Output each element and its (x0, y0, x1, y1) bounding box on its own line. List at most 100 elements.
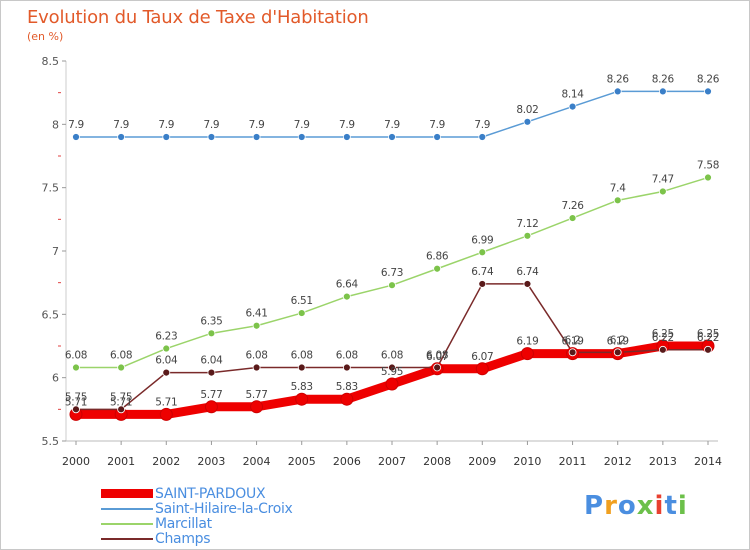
data-point-champs (72, 405, 80, 414)
data-label-champs: 6.22 (652, 332, 674, 344)
data-label-marcillat: 7.26 (561, 200, 584, 212)
data-point-marcillat (72, 363, 80, 372)
data-point-champs (162, 368, 171, 377)
data-point-saint-hilaire (252, 133, 261, 141)
data-label-champs: 6.08 (426, 350, 448, 362)
data-point-marcillat (117, 363, 126, 372)
data-label-saint-pardoux: 6.19 (516, 336, 538, 348)
data-point-marcillat (342, 292, 351, 301)
x-tick-label: 2002 (152, 455, 180, 468)
data-label-champs: 6.04 (200, 355, 223, 367)
data-label-saint-pardoux: 5.71 (65, 396, 87, 408)
data-label-marcillat: 7.47 (652, 173, 674, 185)
data-point-champs (658, 345, 667, 354)
data-label-champs: 6.2 (565, 334, 581, 346)
legend-label-saint-hilaire: Saint-Hilaire-la-Croix (155, 501, 293, 517)
data-point-marcillat (388, 281, 396, 290)
data-label-saint-hilaire: 7.9 (113, 119, 129, 131)
data-point-champs (704, 345, 712, 354)
x-tick-label: 2001 (107, 455, 135, 468)
data-point-saint-hilaire (342, 133, 351, 141)
data-label-saint-hilaire: 8.26 (652, 73, 675, 85)
data-label-champs: 6.22 (697, 332, 719, 344)
y-tick-label: 7.5 (42, 182, 60, 195)
legend-swatch-marcillat (101, 523, 153, 525)
data-label-champs: 6.08 (336, 350, 358, 362)
data-label-saint-pardoux: 6.07 (471, 351, 493, 363)
logo-letter: P (584, 491, 605, 521)
data-label-marcillat: 6.86 (426, 251, 449, 263)
data-label-champs: 6.2 (610, 334, 626, 346)
data-point-marcillat (433, 264, 442, 273)
data-label-saint-pardoux: 6.07 (426, 351, 448, 363)
x-tick-label: 2013 (649, 455, 677, 468)
legend-swatch-saint-hilaire (101, 508, 153, 510)
data-point-saint-pardoux (295, 392, 309, 406)
logo-letter: o (617, 491, 637, 521)
data-label-champs: 6.74 (516, 266, 539, 278)
data-label-saint-hilaire: 7.9 (294, 119, 310, 131)
data-label-saint-pardoux: 5.83 (291, 381, 313, 393)
data-point-champs (433, 363, 442, 372)
legend-swatch-saint-pardoux (101, 489, 153, 498)
data-label-champs: 6.08 (291, 350, 313, 362)
data-point-saint-hilaire (162, 133, 171, 141)
y-tick-label: 8.5 (42, 55, 60, 68)
data-point-saint-hilaire (207, 133, 216, 141)
data-point-marcillat (568, 214, 577, 222)
data-label-saint-pardoux: 6.19 (561, 336, 583, 348)
chart-title: Evolution du Taux de Taxe d'Habitation (27, 7, 369, 28)
data-label-champs: 5.75 (110, 391, 132, 403)
data-label-marcillat: 6.73 (381, 267, 403, 279)
data-label-saint-hilaire: 7.9 (474, 119, 490, 131)
y-tick-label: 8 (52, 118, 59, 131)
data-label-saint-hilaire: 8.14 (561, 89, 584, 101)
x-tick-label: 2011 (559, 455, 587, 468)
data-label-champs: 6.08 (245, 350, 267, 362)
data-point-champs (207, 368, 216, 377)
y-tick-label: 7 (52, 245, 59, 258)
x-tick-label: 2003 (197, 455, 225, 468)
legend-label-saint-pardoux: SAINT-PARDOUX (155, 486, 266, 502)
data-point-champs (568, 348, 577, 357)
data-point-champs (342, 363, 351, 372)
data-label-marcillat: 6.51 (291, 295, 313, 307)
x-tick-label: 2006 (333, 455, 361, 468)
data-label-saint-pardoux: 5.71 (155, 396, 177, 408)
data-point-marcillat (297, 309, 306, 317)
x-tick-label: 2005 (288, 455, 316, 468)
data-point-marcillat (252, 321, 261, 330)
data-point-saint-pardoux (475, 362, 489, 376)
data-point-saint-pardoux (520, 347, 534, 361)
data-label-marcillat: 6.99 (471, 234, 493, 246)
data-point-marcillat (478, 248, 487, 257)
data-label-saint-hilaire: 7.9 (339, 119, 355, 131)
logo-letter: t (664, 491, 678, 521)
data-point-saint-hilaire (117, 133, 126, 141)
data-point-marcillat (704, 173, 712, 182)
data-label-saint-hilaire: 7.9 (68, 119, 84, 131)
data-point-champs (388, 363, 396, 372)
data-label-saint-pardoux: 5.83 (336, 381, 358, 393)
data-point-saint-hilaire (658, 87, 667, 96)
legend-label-champs: Champs (155, 531, 211, 547)
x-tick-label: 2007 (378, 455, 406, 468)
data-label-marcillat: 7.12 (516, 218, 538, 230)
data-label-saint-hilaire: 7.9 (204, 119, 220, 131)
data-label-saint-pardoux: 5.77 (245, 389, 267, 401)
unit-label: (en %) (27, 30, 64, 43)
data-label-marcillat: 6.08 (110, 350, 132, 362)
x-tick-label: 2009 (468, 455, 496, 468)
data-label-marcillat: 7.4 (610, 182, 626, 194)
data-label-saint-hilaire: 7.9 (249, 119, 265, 131)
data-label-saint-hilaire: 8.26 (607, 73, 630, 85)
data-label-saint-pardoux: 6.25 (652, 328, 674, 340)
data-label-saint-pardoux: 5.95 (381, 366, 403, 378)
x-tick-label: 2008 (423, 455, 451, 468)
data-label-saint-hilaire: 8.26 (697, 73, 720, 85)
data-label-marcillat: 7.58 (697, 160, 719, 172)
data-label-saint-pardoux: 5.71 (110, 396, 132, 408)
x-tick-label: 2014 (694, 455, 722, 468)
